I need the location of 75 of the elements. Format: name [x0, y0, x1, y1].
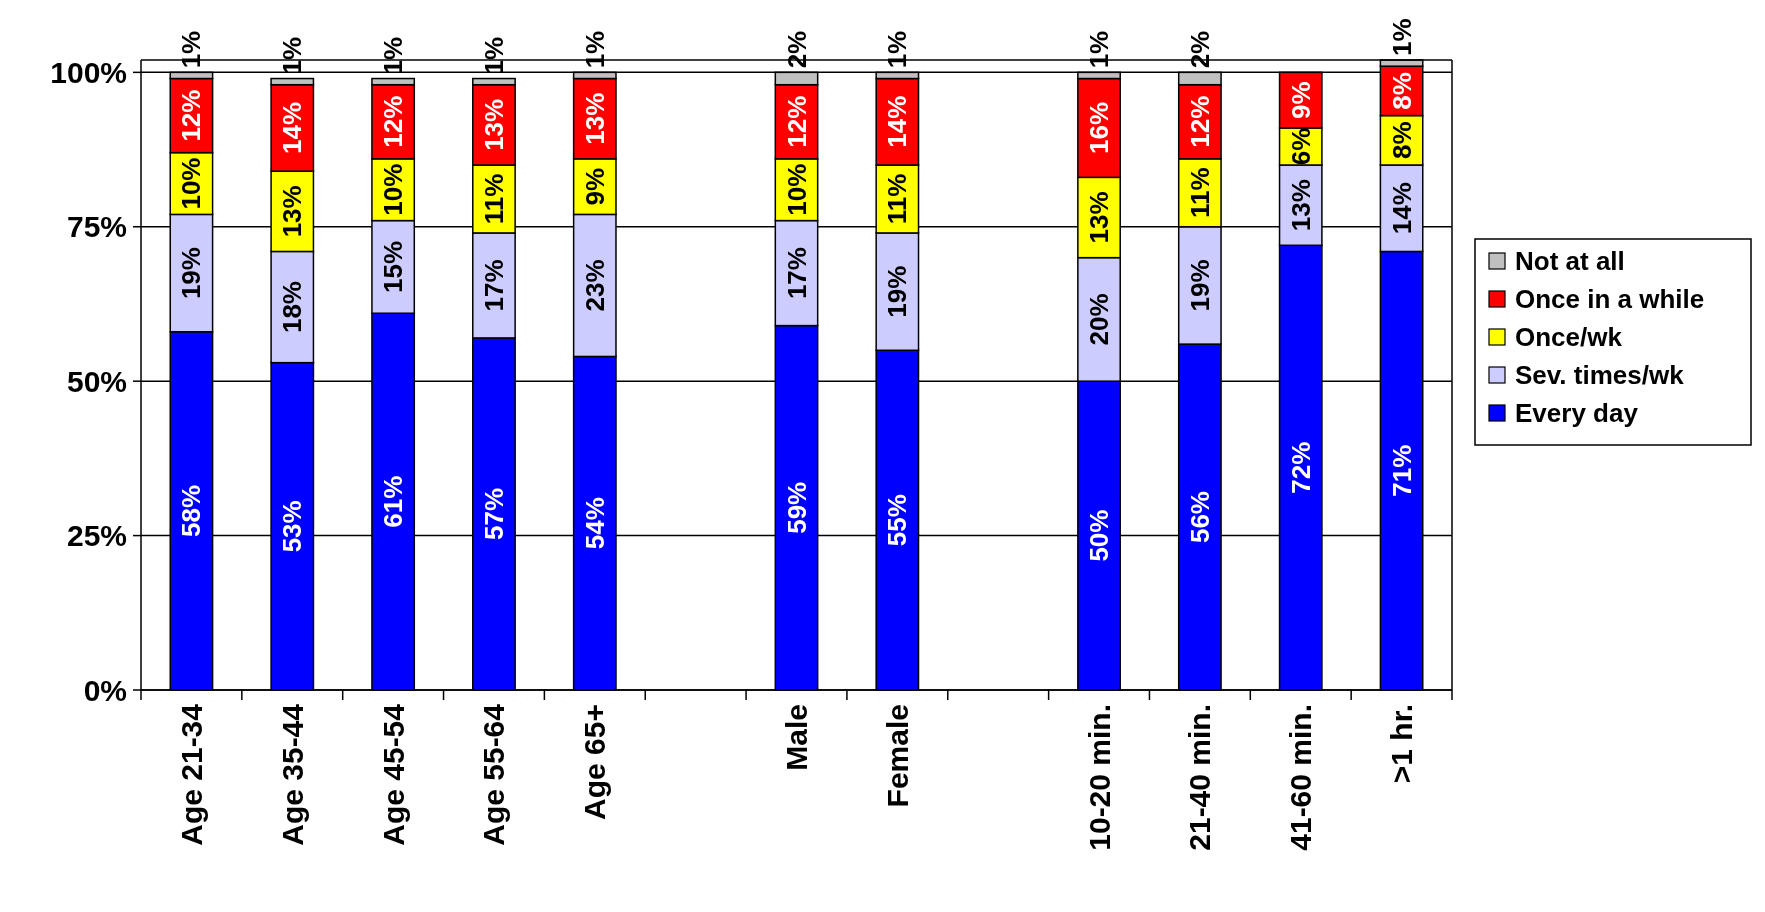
x-tick-label: Age 45-54: [376, 703, 410, 846]
legend-label: Once in a while: [1515, 284, 1705, 314]
legend-label: Not at all: [1515, 246, 1625, 276]
data-label: 19%: [176, 247, 207, 300]
data-label: 12%: [176, 89, 207, 142]
data-label: 16%: [1084, 101, 1115, 154]
data-label: 1%: [478, 36, 509, 75]
data-label: 8%: [1386, 72, 1417, 110]
data-label: 9%: [579, 167, 610, 206]
x-tick-label: 41-60 min.: [1284, 704, 1318, 851]
y-tick-label: 25%: [66, 519, 127, 553]
data-label: 1%: [1084, 30, 1115, 69]
data-label: 13%: [1285, 179, 1316, 232]
data-label: 10%: [176, 157, 207, 210]
x-tick-label: Female: [880, 704, 914, 808]
data-label: 11%: [478, 173, 509, 225]
data-label: 11%: [882, 173, 913, 225]
data-label: 9%: [1285, 81, 1316, 119]
data-label: 2%: [781, 30, 812, 69]
x-tick-label: Male: [780, 704, 813, 771]
data-label: 59%: [781, 481, 812, 534]
data-label: 1%: [277, 36, 308, 75]
data-label: 11%: [1184, 167, 1215, 219]
data-label: 19%: [1184, 259, 1215, 312]
data-label: 13%: [478, 98, 509, 151]
data-label: 12%: [378, 95, 409, 148]
data-label: 6%: [1285, 127, 1316, 166]
data-label: 23%: [579, 259, 610, 312]
y-tick-label: 100%: [50, 55, 127, 89]
data-label: 1%: [882, 30, 913, 69]
y-tick-label: 50%: [66, 364, 127, 398]
x-tick-label: Age 55-64: [477, 703, 511, 846]
legend-label: Sev. times/wk: [1515, 360, 1685, 390]
x-tick-label: 21-40 min.: [1183, 704, 1217, 851]
data-label: 58%: [176, 484, 207, 537]
x-tick-label: 10-20 min.: [1082, 704, 1116, 851]
data-label: 1%: [1386, 18, 1417, 56]
data-label: 53%: [277, 500, 308, 553]
data-label: 13%: [1084, 191, 1115, 244]
data-label: 10%: [378, 163, 409, 216]
data-label: 12%: [1184, 95, 1215, 148]
legend-label: Every day: [1515, 398, 1639, 428]
data-label: 14%: [277, 101, 308, 154]
data-label: 18%: [277, 281, 308, 334]
data-label: 1%: [378, 36, 409, 75]
data-label: 61%: [378, 475, 409, 528]
x-tick-label: Age 35-44: [275, 703, 309, 846]
data-label: 72%: [1285, 441, 1316, 494]
data-label: 15%: [378, 240, 409, 293]
data-label: 14%: [882, 95, 913, 148]
data-label: 71%: [1386, 444, 1417, 497]
data-label: 14%: [1386, 182, 1417, 235]
data-label: 20%: [1084, 293, 1115, 346]
x-tick-label: >1 hr.: [1385, 704, 1419, 784]
data-label: 12%: [781, 95, 812, 148]
data-label: 54%: [579, 497, 610, 550]
x-tick-label: Age 21-34: [174, 703, 208, 846]
data-label: 57%: [478, 487, 509, 540]
data-label: 50%: [1084, 509, 1115, 562]
data-label: 56%: [1184, 491, 1215, 544]
x-tick-label: Age 65+: [578, 704, 612, 820]
data-label: 17%: [478, 259, 509, 312]
y-tick-label: 75%: [66, 210, 127, 244]
data-label: 55%: [882, 494, 913, 547]
data-label: 2%: [1184, 30, 1215, 69]
data-label: 17%: [781, 247, 812, 300]
data-label: 19%: [882, 265, 913, 318]
y-tick-label: 0%: [83, 673, 127, 707]
data-label: 1%: [176, 30, 207, 69]
data-label: 8%: [1386, 121, 1417, 160]
data-label: 10%: [781, 163, 812, 216]
data-label: 1%: [579, 30, 610, 69]
legend-label: Once/wk: [1515, 322, 1623, 352]
data-label: 13%: [277, 185, 308, 238]
data-label: 13%: [579, 92, 610, 145]
